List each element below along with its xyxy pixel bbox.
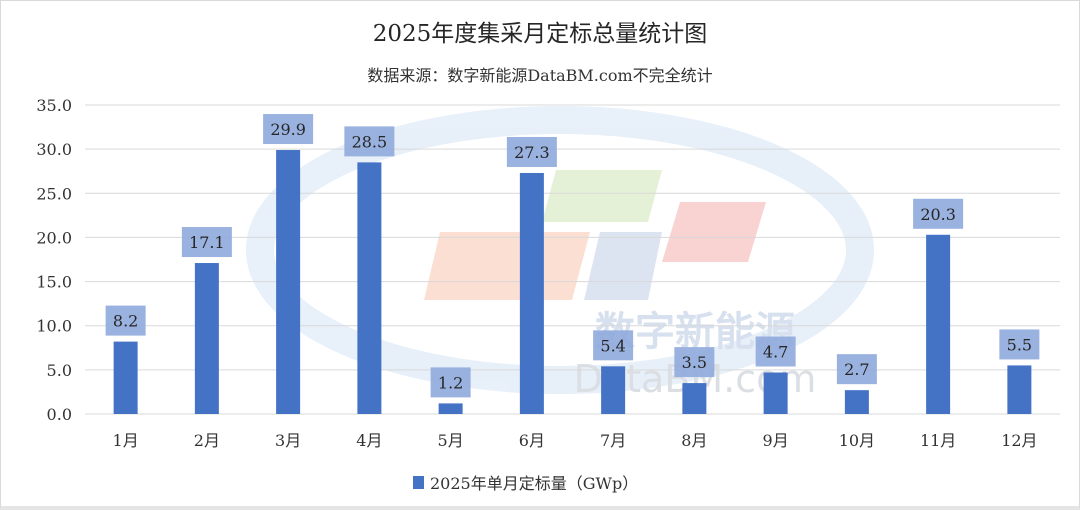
watermark-swoosh (246, 106, 874, 394)
x-tick-label: 1月 (113, 431, 139, 450)
y-tick-label: 10.0 (36, 317, 72, 336)
watermark-tile (662, 202, 766, 262)
legend-swatch (413, 475, 424, 489)
data-label: 3.5 (682, 353, 707, 372)
chart-title: 2025年度集采月定标总量统计图 (372, 21, 708, 47)
bar (519, 172, 544, 414)
data-label-box (913, 198, 964, 229)
watermark-tile (584, 232, 662, 300)
bar (1007, 365, 1032, 414)
x-tick-label: 4月 (356, 431, 382, 450)
y-tick-label: 0.0 (47, 405, 72, 424)
data-label-box (430, 367, 471, 398)
data-label: 1.2 (438, 373, 463, 392)
bar (763, 372, 788, 414)
data-label-box (674, 347, 715, 378)
bar (276, 150, 301, 415)
x-tick-label: 9月 (763, 431, 789, 450)
legend-label: 2025年单月定标量（GWp） (430, 474, 639, 493)
chart-subtitle: 数据来源：数字新能源DataBM.com不完全统计 (367, 66, 713, 85)
y-tick-label: 30.0 (36, 140, 72, 159)
y-tick-label: 15.0 (36, 273, 72, 292)
x-tick-label: 6月 (519, 431, 545, 450)
data-label: 5.5 (1007, 335, 1032, 354)
x-tick-label: 11月 (920, 431, 956, 450)
x-tick-label: 12月 (1001, 431, 1037, 450)
x-tick-label: 8月 (681, 431, 707, 450)
watermark-tile (424, 232, 590, 300)
data-label: 5.4 (600, 336, 625, 355)
y-tick-label: 35.0 (36, 96, 72, 115)
data-label-box (755, 336, 796, 367)
data-label: 17.1 (189, 233, 225, 252)
x-tick-label: 2月 (194, 431, 220, 450)
bar (438, 403, 463, 414)
data-label: 29.9 (270, 120, 306, 139)
data-label-box (344, 126, 395, 157)
data-label: 2.7 (844, 360, 869, 379)
x-tick-label: 7月 (600, 431, 626, 450)
watermark-tile (542, 170, 662, 222)
data-label-box (181, 227, 232, 258)
x-tick-label: 10月 (839, 431, 875, 450)
x-tick-label: 3月 (275, 431, 301, 450)
bar (113, 341, 138, 414)
bar (682, 383, 707, 414)
bar (357, 162, 382, 414)
data-label-box (999, 329, 1040, 360)
legend: 2025年单月定标量（GWp） (413, 470, 638, 494)
data-label: 28.5 (352, 132, 388, 151)
data-label: 27.3 (514, 143, 550, 162)
y-tick-label: 5.0 (47, 361, 72, 380)
bar (194, 263, 219, 414)
data-label-box (506, 136, 557, 167)
y-tick-label: 20.0 (36, 228, 72, 247)
data-label: 8.2 (113, 312, 138, 331)
data-label-box (593, 330, 634, 361)
data-label-box (263, 114, 314, 145)
bar (844, 390, 869, 414)
bar (926, 234, 951, 414)
data-label-box (836, 354, 877, 385)
bar (601, 366, 626, 414)
data-label: 20.3 (920, 205, 956, 224)
x-tick-label: 5月 (438, 431, 464, 450)
y-tick-label: 25.0 (36, 184, 72, 203)
data-label: 4.7 (763, 343, 788, 362)
data-label-box (105, 305, 146, 336)
